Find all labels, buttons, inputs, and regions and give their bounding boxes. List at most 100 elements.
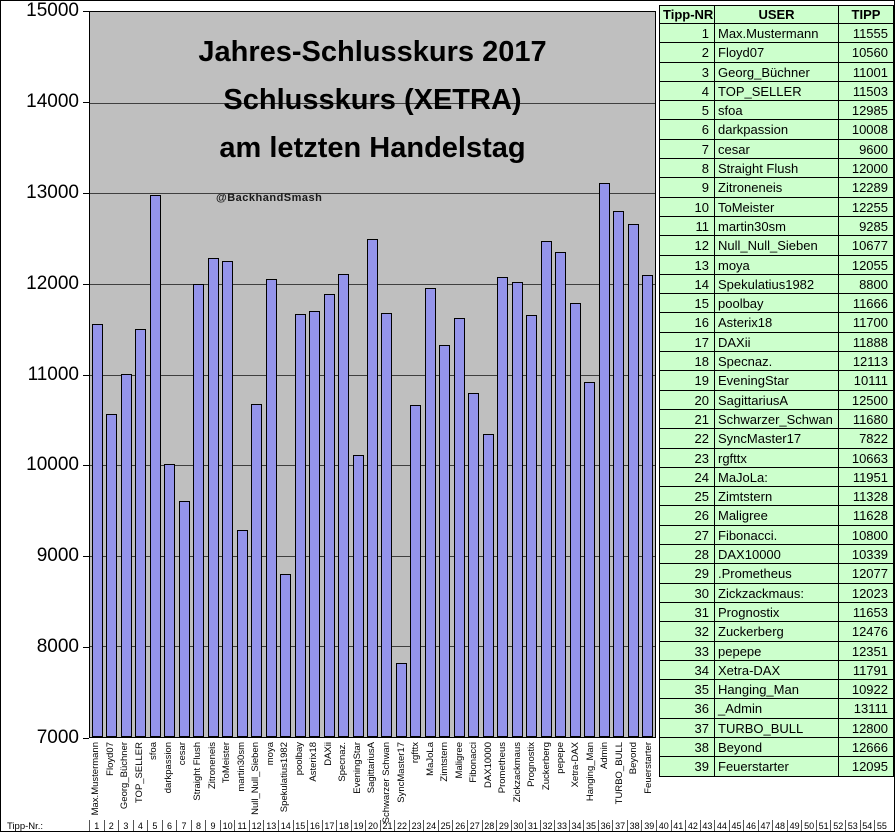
bar xyxy=(323,294,335,737)
plot-area xyxy=(89,11,656,738)
user-cell: Schwarzer_Schwan xyxy=(715,409,839,430)
tipp-number-cell: 16 xyxy=(307,820,322,831)
tipp-nr-cell: 19 xyxy=(660,371,715,391)
bar xyxy=(352,455,364,737)
user-cell: Zitroneneis xyxy=(715,178,839,198)
x-axis-label: Null_Null_Sieben xyxy=(249,742,264,820)
bar xyxy=(338,273,350,737)
x-axis-label-text: DAX10000 xyxy=(482,742,494,788)
x-axis-label-text: Maligree xyxy=(453,742,465,779)
tipp-nr-cell: 8 xyxy=(660,159,715,179)
x-axis-label-text: TURBO_BULL xyxy=(613,742,625,805)
y-axis-tick xyxy=(83,374,89,376)
x-axis-label: DAX10000 xyxy=(482,742,497,820)
table-header-row: Tipp-NR.: USER TIPP xyxy=(660,6,894,24)
tipp-value-cell: 12500 xyxy=(839,390,894,410)
x-axis-label-text: Max.Mustermann xyxy=(90,742,102,816)
tipp-value-cell: 12055 xyxy=(839,255,894,275)
tipp-nr-cell: 29 xyxy=(660,564,715,584)
tipp-number-cell: 36 xyxy=(597,820,613,831)
x-axis-label: Admin xyxy=(598,742,613,820)
x-axis-label: rgfttx xyxy=(409,742,424,820)
header-tipp: TIPP xyxy=(839,6,894,24)
x-axis-label-text: SagittariusA xyxy=(366,742,378,794)
y-axis-tick xyxy=(83,465,89,467)
bar xyxy=(106,414,118,737)
table-body: 1 Max.Mustermann 11555 2 Floyd07 10560 3 Georg_… xyxy=(660,24,894,777)
table-row: 24 MaJoLa: 11951 xyxy=(660,467,894,488)
tipp-value-cell: 11791 xyxy=(839,660,894,681)
tipp-nr-cell: 25 xyxy=(660,487,715,507)
x-axis-label: moya xyxy=(263,742,278,820)
table-row: 39 Feuerstarter 12095 xyxy=(660,757,894,777)
user-cell: Straight Flush xyxy=(715,159,839,179)
x-axis-label-text: ToMeister xyxy=(221,742,233,784)
tipp-number-cell: 44 xyxy=(714,820,729,831)
user-cell: poolbay xyxy=(715,294,839,314)
x-axis-label: Asterix18 xyxy=(307,742,322,820)
tipp-number-cell: 7 xyxy=(176,820,191,831)
table-row: 26 Maligree 11628 xyxy=(660,506,894,526)
table-row: 38 Beyond 12666 xyxy=(660,737,894,758)
tipp-nr-cell: 34 xyxy=(660,660,715,681)
y-axis-tick xyxy=(83,11,89,12)
user-cell: Georg_Büchner xyxy=(715,62,839,82)
tipp-number-cell: 51 xyxy=(815,820,831,831)
header-user: USER xyxy=(715,6,839,24)
y-axis-label: 11000 xyxy=(27,363,79,385)
chart-title-line-3: am letzten Handelstag xyxy=(219,132,526,164)
tipp-nr-cell: 33 xyxy=(660,641,715,661)
table-row: 23 rgfttx 10663 xyxy=(660,448,894,468)
x-axis-label-text: poolbay xyxy=(293,742,305,776)
user-cell: pepepe xyxy=(715,641,839,661)
x-axis-label: cesar xyxy=(176,742,191,820)
bar xyxy=(540,240,552,737)
table-row: 27 Fibonacci. 10800 xyxy=(660,525,894,546)
tipp-nr-cell: 10 xyxy=(660,197,715,217)
table-row: 3 Georg_Büchner 11001 xyxy=(660,62,894,82)
tipp-number-cell: 45 xyxy=(728,820,744,831)
user-cell: cesar xyxy=(715,139,839,160)
bar xyxy=(526,315,538,737)
tipp-value-cell: 11888 xyxy=(839,332,894,353)
tipp-number-cell: 46 xyxy=(743,820,758,831)
tipp-number-cell: 55 xyxy=(874,820,889,831)
x-axis-label: SyncMaster17 xyxy=(394,742,409,820)
user-cell: Floyd07 xyxy=(715,43,839,63)
tipp-number-cell: 40 xyxy=(656,820,671,831)
bar xyxy=(294,314,306,737)
bar xyxy=(482,434,494,737)
bar xyxy=(642,275,654,737)
tipp-value-cell: 11680 xyxy=(839,409,894,430)
x-axis-label-text: Feuerstarter xyxy=(642,742,654,794)
bar xyxy=(207,257,219,737)
user-cell: Spekulatius1982 xyxy=(715,274,839,295)
tipp-value-cell: 10677 xyxy=(839,236,894,256)
tipp-number-cell: 6 xyxy=(161,820,177,831)
x-axis-label-text: sfoa xyxy=(148,742,160,760)
table-row: 2 Floyd07 10560 xyxy=(660,43,894,63)
x-axis-label-text: martin30sm xyxy=(235,742,247,792)
user-cell: martin30sm xyxy=(715,216,839,237)
bar xyxy=(627,223,639,737)
x-axis-label-text: Spekulatius1982 xyxy=(279,742,291,813)
user-cell: SagittariusA xyxy=(715,390,839,410)
user-cell: Fibonacci. xyxy=(715,525,839,546)
tipp-value-cell: 11555 xyxy=(839,24,894,44)
tipp-nr-cell: 17 xyxy=(660,332,715,353)
x-axis-label-text: Prometheus xyxy=(497,742,509,794)
x-axis-label: Fibonacci xyxy=(467,742,482,820)
tipp-value-cell: 9600 xyxy=(839,139,894,160)
bar xyxy=(424,288,436,737)
user-cell: Zuckerberg xyxy=(715,622,839,642)
bar xyxy=(222,260,234,737)
tipp-number-cell: 10 xyxy=(219,820,235,831)
x-axis-label: Georg_Büchner xyxy=(118,742,133,820)
table-row: 1 Max.Mustermann 11555 xyxy=(660,24,894,44)
user-cell: _Admin xyxy=(715,699,839,719)
y-axis-label: 10000 xyxy=(26,454,79,476)
bar xyxy=(511,281,523,737)
x-axis-label: Beyond xyxy=(627,742,642,820)
x-axis-label-text: Admin xyxy=(599,742,611,769)
table-row: 25 Zimtstern 11328 xyxy=(660,487,894,507)
